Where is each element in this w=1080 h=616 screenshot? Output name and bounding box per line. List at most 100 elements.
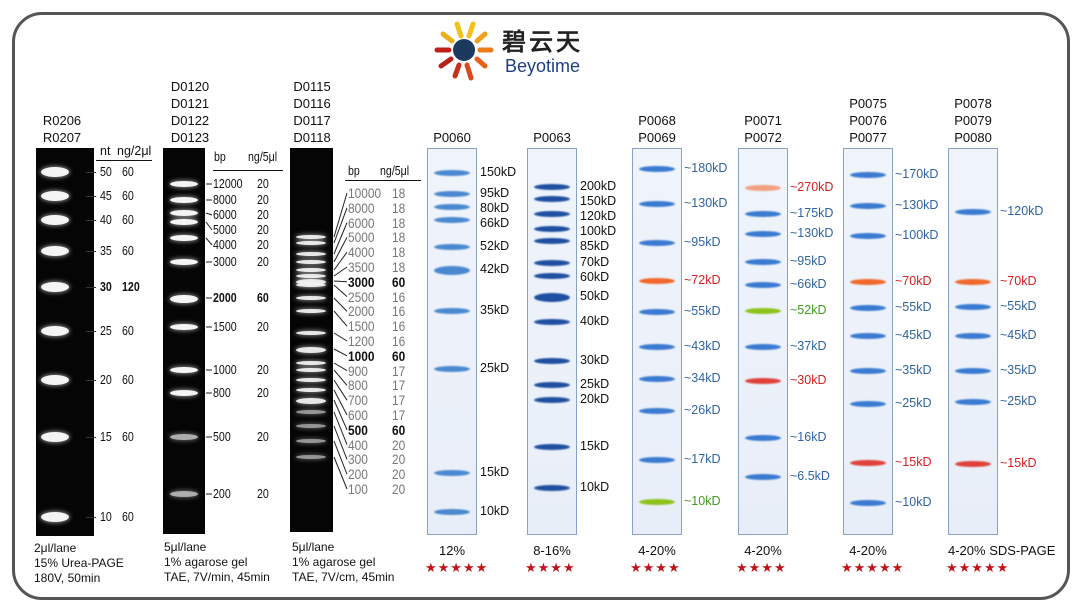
protein-band xyxy=(639,240,675,246)
dna-band xyxy=(296,274,326,278)
dna-band xyxy=(170,210,198,216)
dna-band xyxy=(296,378,326,382)
band-label: ~175kD xyxy=(790,206,834,220)
protein-band xyxy=(955,304,991,310)
protein-band xyxy=(955,209,991,215)
rna-band xyxy=(41,375,69,385)
gel-condition: 5μl/lane xyxy=(292,540,335,554)
gel-percentage: 4-20% SDS-PAGE xyxy=(948,543,1056,558)
product-code: D0118 xyxy=(293,130,331,145)
dna-band xyxy=(296,388,326,392)
protein-band xyxy=(534,184,570,190)
band-label: 10kD xyxy=(580,480,610,494)
band-size: 700 xyxy=(348,392,368,409)
band-label: ~55kD xyxy=(895,300,932,314)
band-amount: 20 xyxy=(257,487,269,501)
col-header-ng: ng/2μl xyxy=(117,144,152,158)
protein-band xyxy=(434,509,470,515)
product-code: P0072 xyxy=(744,130,782,145)
protein-band xyxy=(745,211,781,217)
dna-band xyxy=(170,197,198,203)
product-code: P0078 xyxy=(954,96,992,111)
band-amount: 20 xyxy=(257,386,269,400)
band-label: 15kD xyxy=(480,465,510,479)
protein-band xyxy=(745,259,781,265)
band-amount: 20 xyxy=(392,451,406,468)
band-amount: 17 xyxy=(392,377,406,394)
dna-band xyxy=(296,241,326,245)
protein-band xyxy=(745,474,781,480)
protein-band xyxy=(534,211,570,217)
band-label: ~15kD xyxy=(895,455,932,469)
protein-band xyxy=(955,333,991,339)
col-header-ng: ng/5μl xyxy=(248,150,278,164)
band-amount: 60 xyxy=(122,324,134,338)
band-label: ~55kD xyxy=(1000,299,1037,313)
protein-band xyxy=(434,265,470,275)
product-code: P0060 xyxy=(433,130,471,145)
band-label: ~66kD xyxy=(790,277,827,291)
band-size: 4000 xyxy=(348,244,375,261)
band-size: 10000 xyxy=(348,185,382,201)
protein-band xyxy=(534,238,570,244)
band-label: ~52kD xyxy=(790,303,827,317)
band-size: 6000 xyxy=(213,208,237,222)
protein-band xyxy=(434,366,470,372)
protein-band xyxy=(850,305,886,311)
dna-band xyxy=(296,268,326,272)
dna-band xyxy=(170,219,198,225)
band-label: 50kD xyxy=(580,289,610,303)
band-label: 20kD xyxy=(580,392,610,406)
band-label: 120kD xyxy=(580,209,617,223)
band-amount: 60 xyxy=(122,244,134,258)
protein-band xyxy=(534,196,570,202)
protein-band xyxy=(434,204,470,210)
dna-band xyxy=(296,361,326,365)
protein-band xyxy=(745,308,781,314)
protein-band xyxy=(534,319,570,325)
dna-band xyxy=(296,309,326,313)
band-label: 10kD xyxy=(480,504,510,518)
band-label: ~6.5kD xyxy=(790,469,830,483)
gel-percentage: 4-20% xyxy=(744,543,782,558)
protein-band xyxy=(850,172,886,178)
dna-band xyxy=(170,434,198,440)
dna-band xyxy=(170,295,198,303)
band-label: ~25kD xyxy=(895,396,932,410)
band-label: ~45kD xyxy=(1000,328,1037,342)
band-amount: 60 xyxy=(122,373,134,387)
product-code: P0069 xyxy=(638,130,676,145)
protein-band xyxy=(534,397,570,403)
product-code: P0080 xyxy=(954,130,992,145)
protein-band xyxy=(745,435,781,441)
protein-band xyxy=(745,282,781,288)
band-amount: 18 xyxy=(392,199,406,216)
product-code: P0076 xyxy=(849,113,887,128)
band-label: ~270kD xyxy=(790,180,834,194)
dna-band xyxy=(170,235,198,241)
product-code: R0206 xyxy=(42,113,82,128)
band-size: 1500 xyxy=(213,320,237,334)
band-size: 4000 xyxy=(213,238,237,252)
band-label: 52kD xyxy=(480,239,510,253)
protein-band xyxy=(434,170,470,176)
gel-condition: 1% agarose gel xyxy=(164,555,248,569)
band-label: ~100kD xyxy=(895,228,939,242)
band-amount: 20 xyxy=(257,177,269,191)
protein-band xyxy=(745,185,781,191)
band-size: 12000 xyxy=(213,177,243,191)
band-label: ~95kD xyxy=(684,235,721,249)
band-label: ~10kD xyxy=(684,494,721,508)
band-size: 900 xyxy=(348,362,368,379)
band-size: 800 xyxy=(213,386,231,400)
band-size: 3500 xyxy=(348,259,375,275)
band-size: 800 xyxy=(348,377,368,394)
header-rule xyxy=(96,160,152,161)
band-label: ~17kD xyxy=(684,452,721,466)
protein-band xyxy=(534,226,570,232)
band-size: 200 xyxy=(213,487,231,501)
header-rule xyxy=(345,180,421,181)
band-label: 70kD xyxy=(580,255,610,269)
protein-band xyxy=(745,378,781,384)
band-amount: 18 xyxy=(392,229,406,246)
